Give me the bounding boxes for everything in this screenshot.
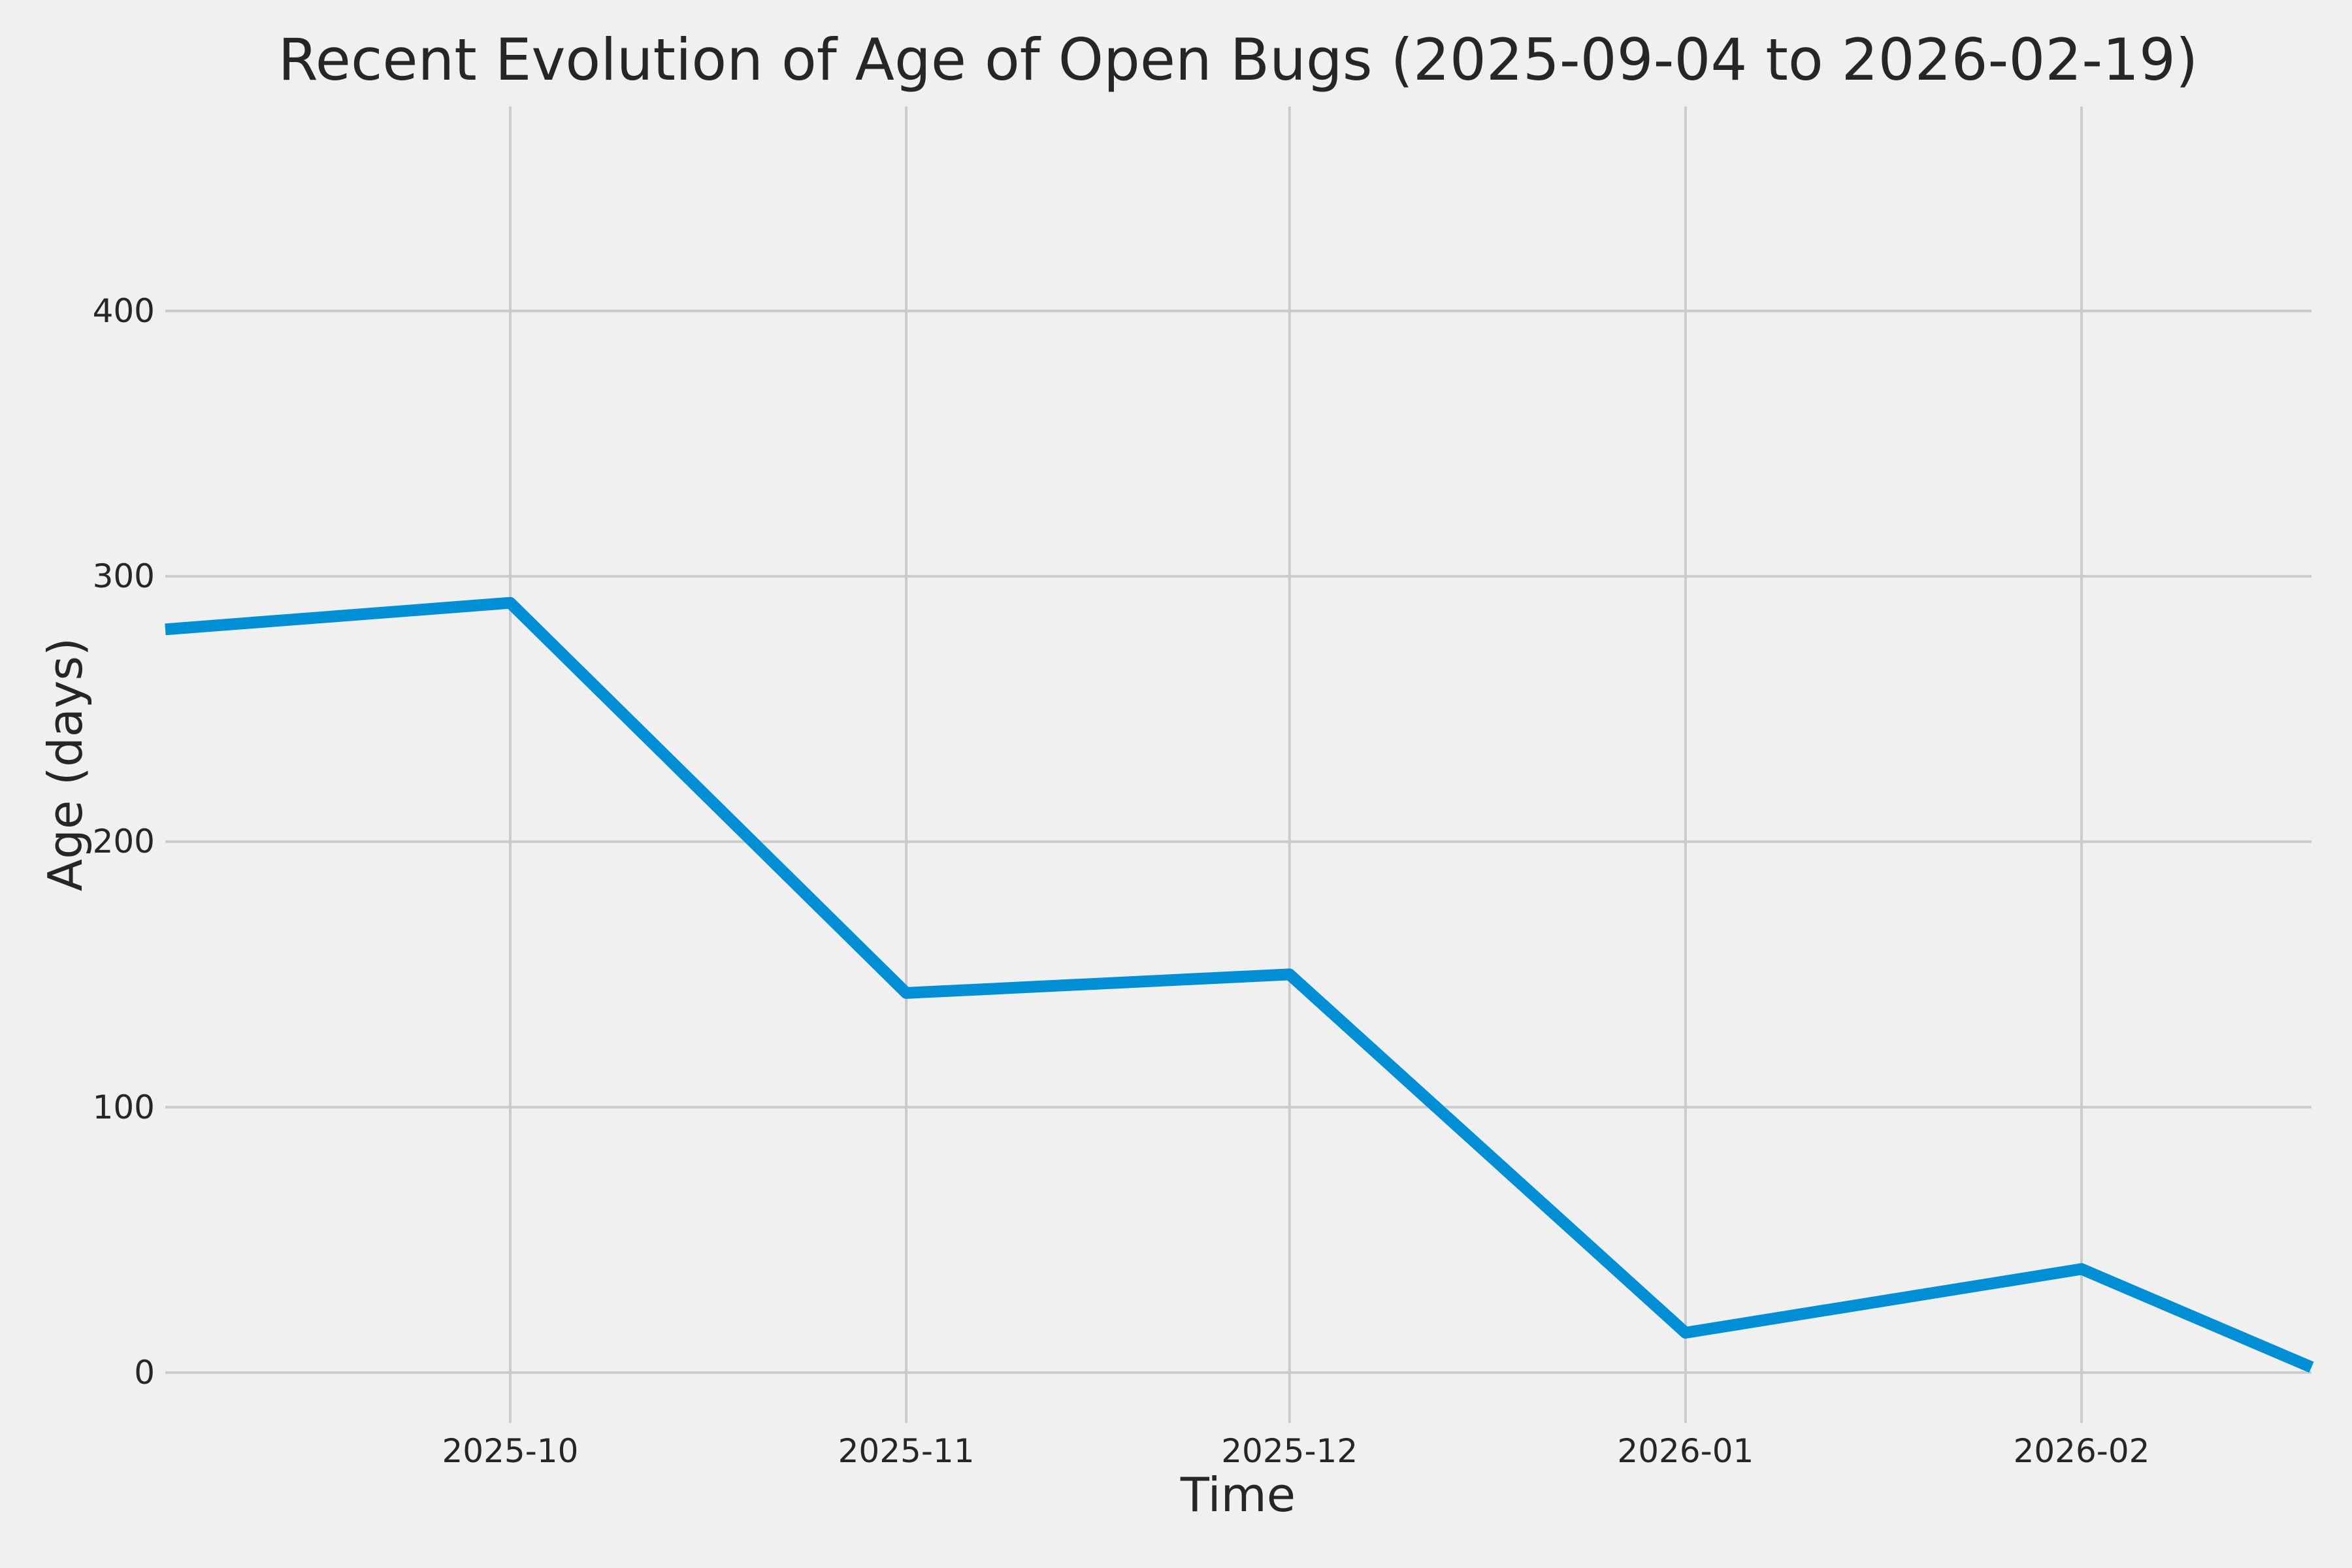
gridlines <box>165 106 2311 1423</box>
bug-age-line <box>165 596 2314 1373</box>
chart-title: Recent Evolution of Age of Open Bugs (20… <box>278 26 2198 93</box>
y-tick-label: 300 <box>92 557 155 596</box>
x-tick-label: 2026-02 <box>2013 1432 2150 1470</box>
y-tick-label: 400 <box>92 291 155 330</box>
x-tick-label: 2025-10 <box>442 1432 579 1470</box>
y-tick-label: 200 <box>92 823 155 861</box>
y-tick-label: 0 <box>134 1353 155 1392</box>
x-tick-label: 2025-11 <box>838 1432 975 1470</box>
x-tick-label: 2025-12 <box>1221 1432 1358 1470</box>
y-tick-label: 100 <box>92 1088 155 1126</box>
x-tick-label: 2026-01 <box>1617 1432 1754 1470</box>
x-axis-label: Time <box>1180 1467 1296 1522</box>
y-axis-label: Age (days) <box>38 637 93 892</box>
